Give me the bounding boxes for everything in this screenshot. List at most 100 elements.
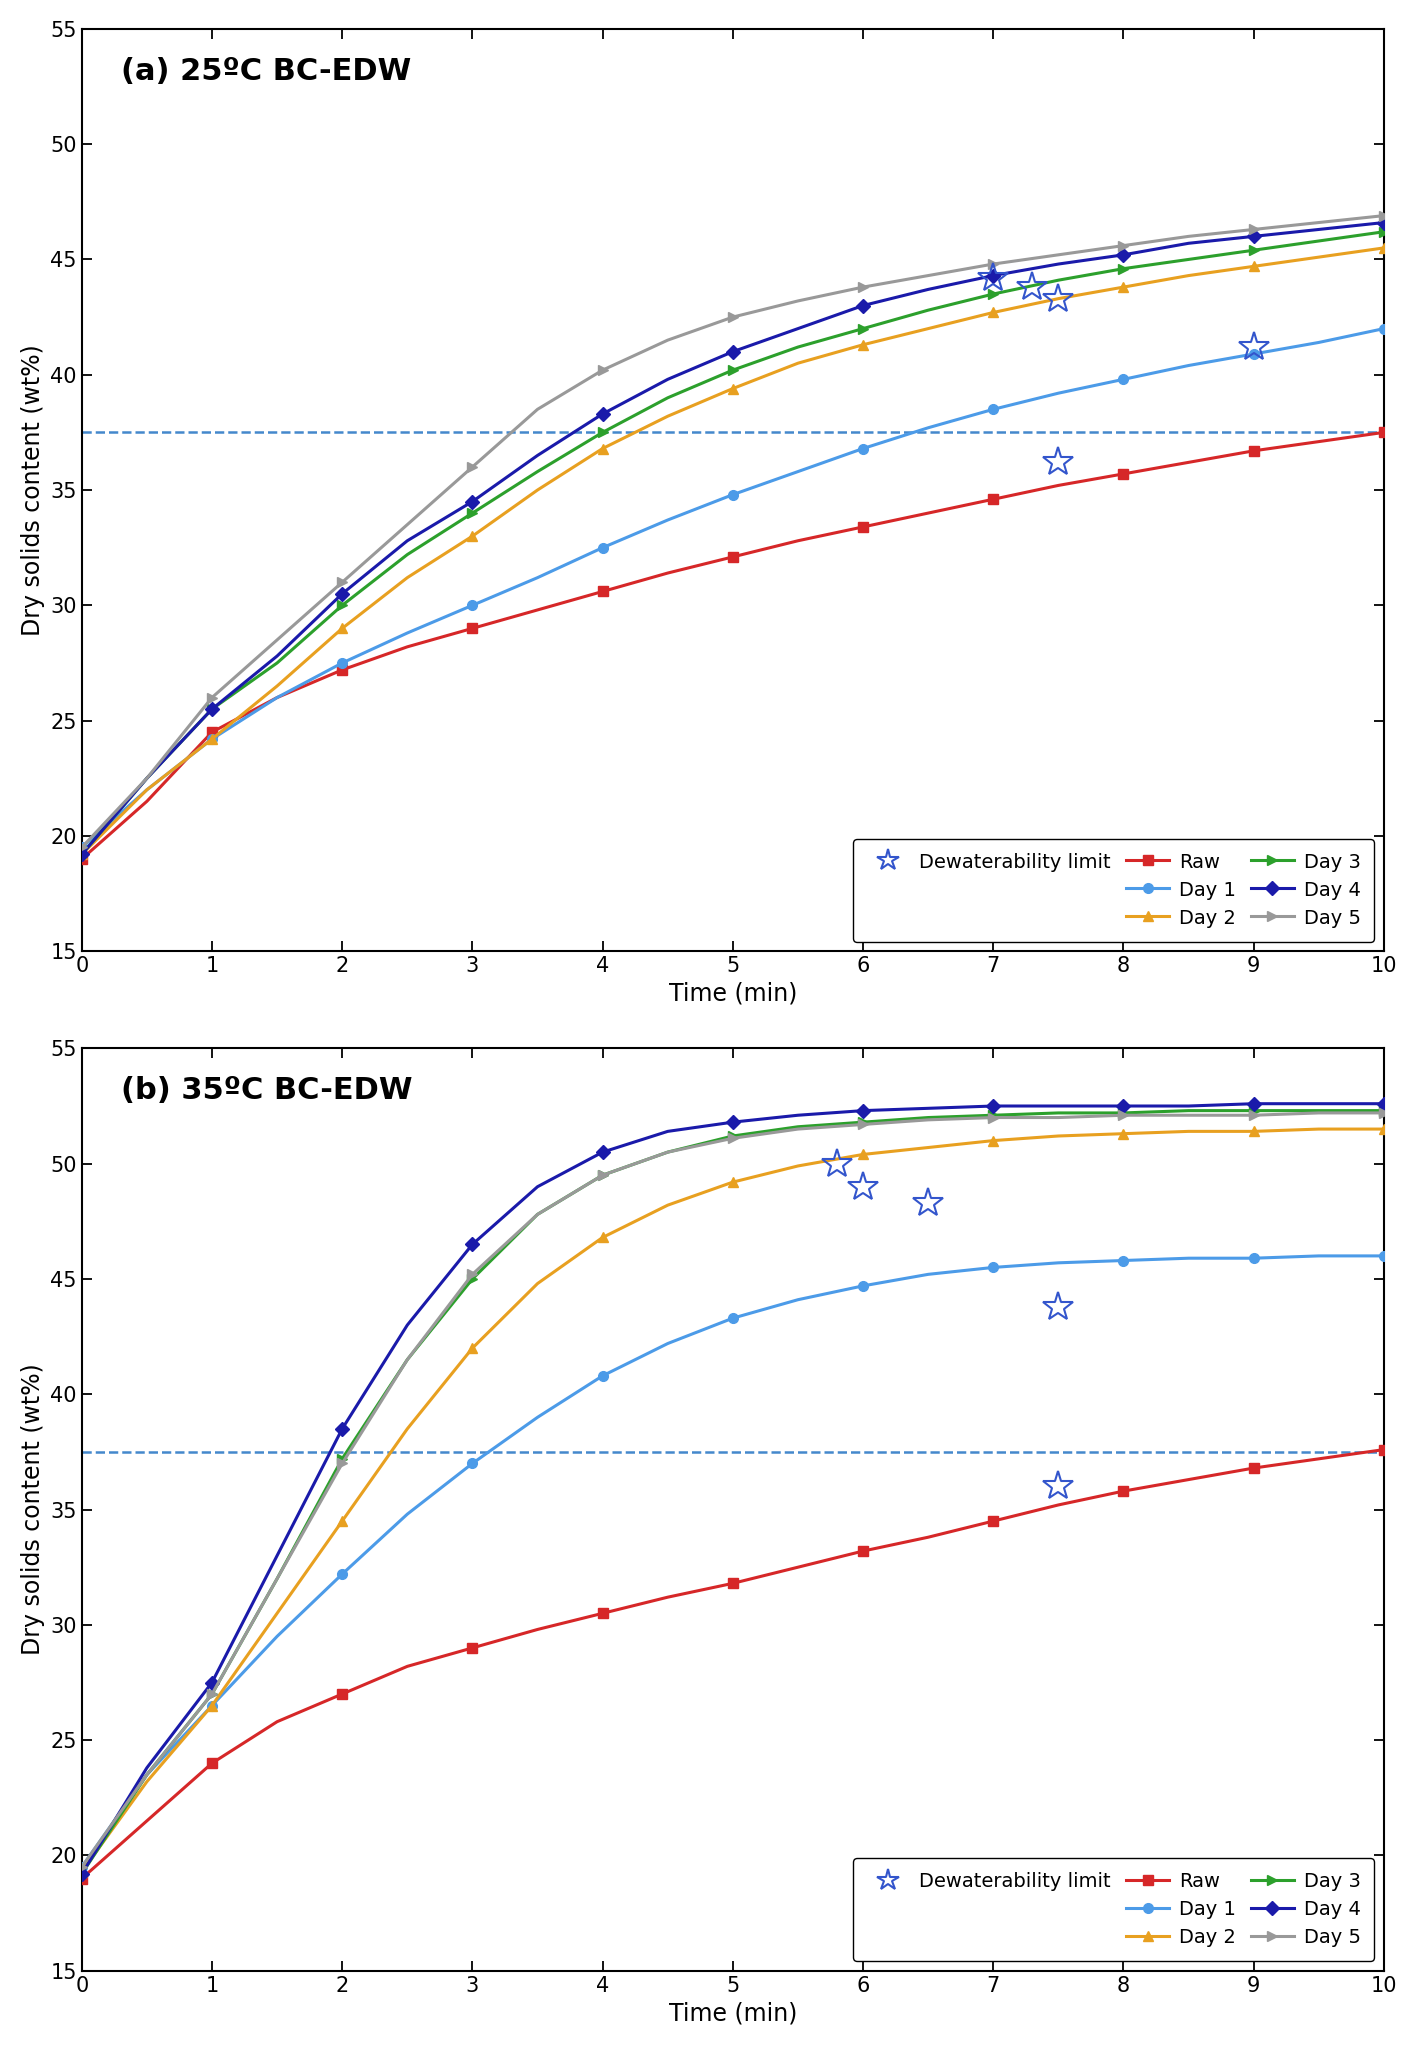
Day 3 (1375, 219, 1392, 243)
Day 5 (1049, 243, 1066, 268)
Day 2 (1115, 1121, 1132, 1146)
Day 5 (984, 1105, 1001, 1129)
Day 3 (1115, 256, 1132, 280)
Day 3 (203, 698, 220, 722)
Raw (1115, 462, 1132, 487)
Day 4 (203, 1670, 220, 1694)
Day 3 (398, 542, 415, 567)
Day 4 (1310, 1091, 1327, 1115)
Day 4 (659, 1119, 676, 1144)
Raw (333, 1682, 350, 1706)
Day 4 (1180, 1095, 1197, 1119)
Day 3 (920, 299, 937, 323)
Day 2 (984, 1127, 1001, 1152)
Raw (1049, 473, 1066, 497)
Day 2 (1180, 1119, 1197, 1144)
Day 3 (790, 1115, 807, 1140)
Day 1 (984, 397, 1001, 421)
Day 4 (333, 581, 350, 606)
Day 5 (139, 765, 156, 790)
Legend: Dewaterability limit, , , Raw, Day 1, Day 2, Day 3, Day 4, Day 5: Dewaterability limit, , , Raw, Day 1, Da… (852, 839, 1374, 941)
Day 4 (333, 1416, 350, 1440)
Day 2 (920, 1136, 937, 1160)
Day 2 (659, 403, 676, 428)
Day 2 (1375, 235, 1392, 260)
Day 4 (790, 317, 807, 342)
Day 1 (268, 1625, 285, 1649)
Line: Raw: Raw (77, 428, 1388, 863)
Day 1 (920, 1262, 937, 1287)
Day 2 (1049, 286, 1066, 311)
Line: Day 3: Day 3 (77, 227, 1388, 859)
Day 2 (398, 1416, 415, 1440)
Day 4 (1245, 1091, 1262, 1115)
Day 1 (1375, 317, 1392, 342)
Line: Day 2: Day 2 (77, 243, 1388, 859)
Raw (594, 579, 611, 604)
Raw (1049, 1494, 1066, 1518)
Day 3 (1245, 237, 1262, 262)
Day 4 (139, 1755, 156, 1780)
Day 5 (529, 1203, 546, 1228)
Day 3 (725, 1123, 742, 1148)
Raw (594, 1602, 611, 1627)
Day 3 (1180, 248, 1197, 272)
Day 5 (920, 1107, 937, 1131)
Raw (725, 1571, 742, 1596)
Day 2 (1115, 274, 1132, 299)
Day 4 (529, 1174, 546, 1199)
Raw (1180, 1467, 1197, 1492)
Y-axis label: Dry solids content (wt%): Dry solids content (wt%) (21, 344, 45, 636)
Day 2 (725, 376, 742, 401)
Line: Day 5: Day 5 (77, 211, 1388, 853)
Day 5 (398, 1348, 415, 1373)
Day 1 (725, 1305, 742, 1330)
Line: Day 1: Day 1 (77, 1250, 1388, 1872)
Day 4 (1049, 1095, 1066, 1119)
Day 4 (855, 1099, 872, 1123)
Line: Day 1: Day 1 (77, 323, 1388, 853)
Legend: Dewaterability limit, , , Raw, Day 1, Day 2, Day 3, Day 4, Day 5: Dewaterability limit, , , Raw, Day 1, Da… (852, 1858, 1374, 1960)
Line: Day 5: Day 5 (77, 1109, 1388, 1872)
Day 5 (855, 274, 872, 299)
Day 3 (1245, 1099, 1262, 1123)
Day 5 (1310, 211, 1327, 235)
Day 1 (1180, 354, 1197, 379)
Day 1 (1180, 1246, 1197, 1271)
Raw (659, 561, 676, 585)
Day 5 (268, 1567, 285, 1592)
X-axis label: Time (min): Time (min) (669, 982, 797, 1007)
Day 1 (203, 726, 220, 751)
Day 1 (1245, 342, 1262, 366)
Day 3 (333, 1447, 350, 1471)
Day 5 (1375, 1101, 1392, 1125)
Day 2 (659, 1193, 676, 1217)
Day 5 (1375, 203, 1392, 227)
Raw (1375, 419, 1392, 444)
Day 4 (74, 1862, 91, 1886)
Day 3 (529, 458, 546, 483)
Day 2 (74, 1860, 91, 1884)
Day 5 (984, 252, 1001, 276)
Raw (790, 528, 807, 552)
Day 1 (333, 1561, 350, 1586)
Raw (1245, 438, 1262, 462)
Day 4 (984, 1095, 1001, 1119)
Day 3 (855, 1109, 872, 1133)
Day 2 (139, 1770, 156, 1794)
Day 3 (1310, 1099, 1327, 1123)
Day 1 (984, 1254, 1001, 1279)
Day 3 (594, 1162, 611, 1187)
Line: Day 2: Day 2 (77, 1123, 1388, 1876)
Day 1 (920, 415, 937, 440)
Day 3 (139, 1762, 156, 1786)
Day 2 (268, 1602, 285, 1627)
Day 4 (1115, 243, 1132, 268)
Day 4 (398, 1314, 415, 1338)
Text: (a) 25ºC BC-EDW: (a) 25ºC BC-EDW (121, 57, 411, 86)
Day 5 (398, 512, 415, 536)
Day 2 (1375, 1117, 1392, 1142)
Day 1 (594, 536, 611, 561)
Day 2 (725, 1170, 742, 1195)
Day 3 (1310, 229, 1327, 254)
